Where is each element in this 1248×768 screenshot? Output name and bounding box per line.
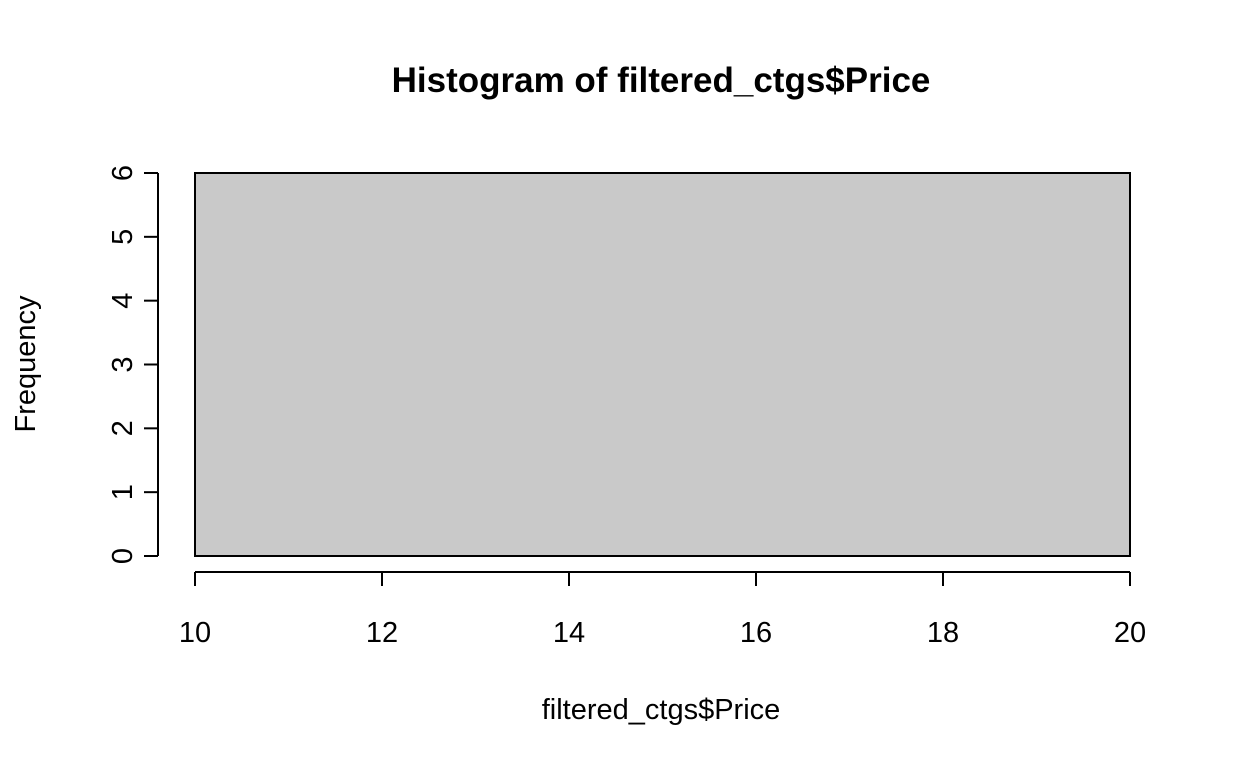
x-tick-label: 12 — [366, 617, 398, 649]
y-tick-label: 1 — [107, 484, 139, 500]
y-tick-label: 0 — [107, 548, 139, 564]
x-tick-label: 14 — [553, 617, 585, 649]
x-axis-label: filtered_ctgs$Price — [542, 694, 781, 726]
bars-layer — [194, 172, 1131, 557]
x-tick-label: 16 — [740, 617, 772, 649]
chart-title: Histogram of filtered_ctgs$Price — [392, 61, 931, 100]
histogram-bar — [194, 172, 1131, 557]
y-tick-label: 2 — [107, 420, 139, 436]
y-tick-label: 5 — [107, 229, 139, 245]
y-tick-label: 3 — [107, 356, 139, 372]
x-axis: 10 12 14 16 18 20 — [179, 571, 1146, 649]
x-tick-label: 10 — [179, 617, 211, 649]
y-tick-label: 6 — [107, 165, 139, 181]
y-axis: 0 1 2 3 4 5 6 — [107, 165, 159, 564]
x-tick-label: 18 — [927, 617, 959, 649]
x-tick-label: 20 — [1114, 617, 1146, 649]
y-tick-label: 4 — [107, 293, 139, 309]
y-axis-label: Frequency — [10, 295, 42, 433]
